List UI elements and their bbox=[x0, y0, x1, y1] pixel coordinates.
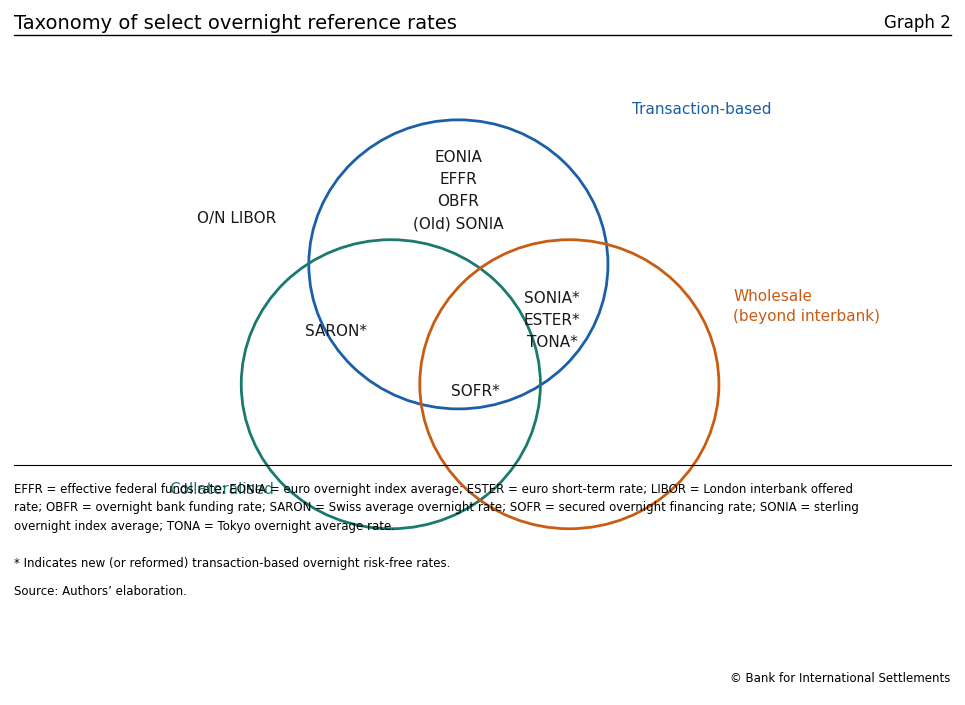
Text: O/N LIBOR: O/N LIBOR bbox=[197, 211, 276, 226]
Text: Transaction-based: Transaction-based bbox=[632, 102, 772, 117]
Text: Graph 2: Graph 2 bbox=[884, 14, 951, 32]
Text: Taxonomy of select overnight reference rates: Taxonomy of select overnight reference r… bbox=[14, 14, 457, 32]
Text: SOFR*: SOFR* bbox=[452, 384, 500, 399]
Text: Source: Authors’ elaboration.: Source: Authors’ elaboration. bbox=[14, 585, 187, 598]
Text: EONIA
EFFR
OBFR
(Old) SONIA: EONIA EFFR OBFR (Old) SONIA bbox=[413, 149, 504, 231]
Text: SARON*: SARON* bbox=[305, 324, 367, 339]
Text: EFFR = effective federal funds rate; EONIA = euro overnight index average; ESTER: EFFR = effective federal funds rate; EON… bbox=[14, 483, 860, 533]
Text: SONIA*
ESTER*
TONA*: SONIA* ESTER* TONA* bbox=[524, 291, 580, 350]
Text: © Bank for International Settlements: © Bank for International Settlements bbox=[731, 673, 951, 685]
Text: * Indicates new (or reformed) transaction-based overnight risk-free rates.: * Indicates new (or reformed) transactio… bbox=[14, 557, 451, 570]
Text: Collateralised: Collateralised bbox=[169, 482, 274, 498]
Text: Wholesale
(beyond interbank): Wholesale (beyond interbank) bbox=[733, 289, 880, 324]
